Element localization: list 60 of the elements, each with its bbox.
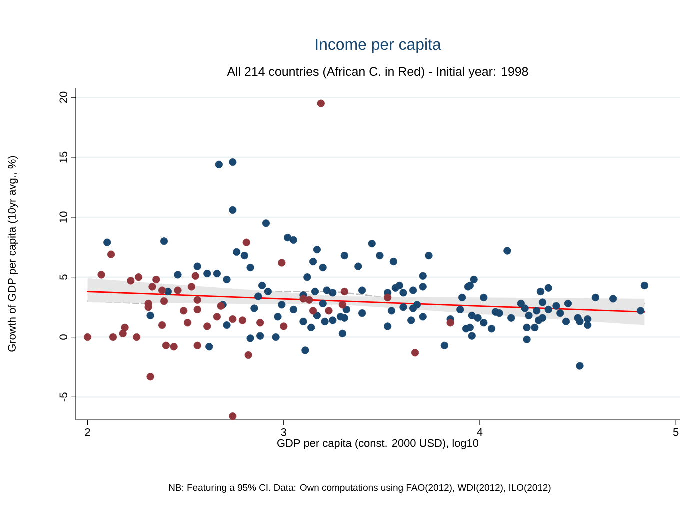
y-tick-label: 5 (60, 274, 68, 280)
point (121, 324, 129, 332)
point (158, 286, 166, 294)
chart-subtitle: All 214 countries (African C. in Red) - Initial year: 1998 (227, 66, 528, 79)
point (446, 319, 454, 327)
point (340, 288, 348, 296)
point (192, 272, 200, 280)
point (229, 316, 237, 324)
point (338, 301, 347, 309)
point (119, 330, 127, 338)
point (180, 307, 188, 315)
point (98, 271, 106, 279)
point (317, 100, 325, 108)
text: NB: Featuring a 95% CI. Data: Own computations using FAO(2012), WDI(2012), ILO(2012) (169, 484, 551, 493)
point (158, 322, 166, 330)
point (146, 373, 154, 381)
point (309, 307, 318, 315)
x-tick-label: 2 (85, 428, 90, 436)
point (170, 343, 178, 351)
y-axis-title: Growth of GDP per capita (10yr avg., %) (8, 156, 18, 352)
point (152, 276, 160, 284)
point (148, 283, 156, 291)
point (194, 306, 202, 314)
point (188, 283, 196, 291)
x-tick-label: 3 (281, 428, 286, 436)
point (160, 298, 168, 306)
y-tick-label: 10 (60, 212, 68, 223)
point (174, 286, 182, 294)
point (204, 322, 212, 330)
point (84, 333, 92, 342)
x-axis-title: GDP per capita (const. 2000 USD), log10 (278, 439, 479, 450)
point (134, 274, 143, 282)
point (194, 342, 202, 350)
point (213, 313, 221, 321)
point (325, 307, 333, 315)
y-tick-label: -5 (60, 392, 68, 402)
y-tick-label: 20 (60, 92, 68, 104)
point (133, 333, 141, 342)
point (127, 277, 135, 285)
chart-title: Income per capita (316, 38, 442, 54)
y-tick-label: 15 (60, 152, 68, 163)
point (194, 296, 202, 304)
point (162, 342, 170, 350)
point (242, 238, 250, 246)
point (109, 333, 118, 342)
point (256, 319, 264, 327)
x-tick-label: 5 (673, 428, 679, 436)
point (300, 295, 308, 303)
point (238, 316, 246, 324)
point (244, 351, 252, 360)
point (229, 412, 237, 420)
y-tick-label: 0 (60, 334, 68, 340)
point (184, 319, 192, 327)
x-tick-label: 4 (477, 428, 483, 436)
point (384, 294, 392, 302)
point (306, 296, 314, 304)
point (411, 349, 420, 357)
point (280, 322, 288, 330)
point (108, 250, 116, 258)
point (278, 259, 286, 267)
